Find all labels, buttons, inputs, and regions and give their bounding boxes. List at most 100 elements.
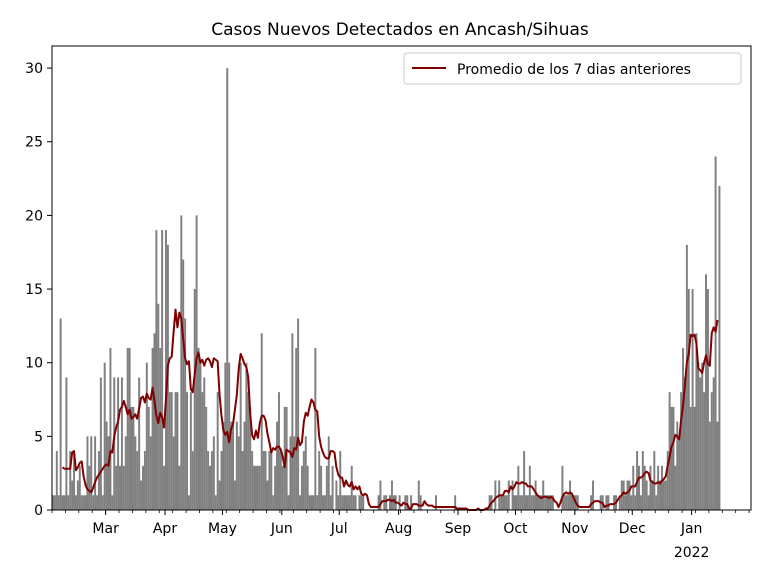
bar xyxy=(705,274,708,510)
bar xyxy=(136,451,139,510)
bar xyxy=(352,495,355,510)
bar xyxy=(73,451,76,510)
bar xyxy=(270,451,273,510)
bar xyxy=(268,451,271,510)
bar xyxy=(314,347,317,510)
bar-series xyxy=(52,68,721,511)
bar xyxy=(97,451,100,510)
bar xyxy=(548,495,550,510)
bar xyxy=(92,495,95,510)
bar xyxy=(536,495,539,510)
bar xyxy=(207,451,210,510)
bar xyxy=(308,495,311,510)
bar xyxy=(678,436,681,510)
bar xyxy=(710,392,713,510)
bar xyxy=(379,480,382,510)
bar xyxy=(57,495,60,510)
bar xyxy=(500,495,503,510)
bar xyxy=(645,480,648,510)
bar xyxy=(435,495,437,510)
bar xyxy=(624,495,627,510)
bar xyxy=(590,495,593,510)
bar xyxy=(161,230,164,510)
bar xyxy=(699,377,702,510)
bar xyxy=(163,465,166,510)
bar xyxy=(182,259,185,510)
bar xyxy=(126,347,129,510)
bar xyxy=(235,421,238,510)
bar xyxy=(339,451,342,510)
bar xyxy=(325,465,328,510)
bar xyxy=(224,362,227,510)
bar xyxy=(454,495,457,510)
bar xyxy=(362,495,365,510)
bar xyxy=(279,451,282,510)
bar xyxy=(507,480,510,510)
bar xyxy=(561,465,564,510)
x-tick-label: Jul xyxy=(330,521,348,537)
bar xyxy=(209,465,212,510)
bar xyxy=(63,495,66,510)
bar xyxy=(530,495,533,510)
bar xyxy=(494,480,497,510)
bar xyxy=(138,377,141,510)
x-tick-label: Jun xyxy=(270,521,293,537)
bar xyxy=(256,465,259,510)
bar xyxy=(174,392,177,510)
bar xyxy=(205,406,208,510)
bar xyxy=(147,406,150,510)
bar xyxy=(410,495,413,510)
bar xyxy=(276,421,279,510)
bar xyxy=(592,480,595,510)
bar xyxy=(521,495,524,510)
bar xyxy=(632,465,635,510)
bar xyxy=(302,451,305,510)
bar xyxy=(80,495,83,510)
bar xyxy=(622,480,625,510)
bar xyxy=(322,495,324,510)
bar xyxy=(628,480,631,510)
bar xyxy=(178,465,181,510)
bar xyxy=(299,495,302,510)
bar xyxy=(549,495,552,510)
bar xyxy=(657,465,660,510)
bar xyxy=(249,406,252,510)
bar xyxy=(155,230,158,510)
bar xyxy=(572,495,575,510)
bar xyxy=(534,480,537,510)
bar xyxy=(128,347,131,510)
bar xyxy=(291,333,294,510)
bar xyxy=(398,495,401,510)
bar xyxy=(306,465,309,510)
bar xyxy=(191,451,194,510)
bar xyxy=(542,480,545,510)
bar xyxy=(94,436,97,510)
bar xyxy=(67,495,70,510)
bar xyxy=(634,495,637,510)
bar xyxy=(130,406,133,510)
bar xyxy=(708,421,711,510)
bar xyxy=(515,495,518,510)
bar xyxy=(255,465,257,510)
bar xyxy=(383,495,386,510)
bar xyxy=(243,421,246,510)
bar xyxy=(323,495,326,510)
bar xyxy=(197,347,200,510)
bar xyxy=(262,451,265,510)
bar xyxy=(569,480,572,510)
bar xyxy=(203,377,206,510)
bar xyxy=(647,495,650,510)
bar xyxy=(117,377,120,510)
x-tick-label: Jan xyxy=(680,521,703,537)
bar xyxy=(641,451,644,510)
bar xyxy=(626,480,629,510)
bar xyxy=(96,495,99,510)
bar xyxy=(670,406,673,510)
chart-title: Casos Nuevos Detectados en Ancash/Sihuas xyxy=(211,20,589,40)
bar xyxy=(706,289,709,510)
bar xyxy=(251,451,254,510)
bar xyxy=(300,465,303,510)
bar xyxy=(538,495,541,510)
bar xyxy=(149,436,152,510)
legend-label: Promedio de los 7 dias anteriores xyxy=(457,62,691,78)
